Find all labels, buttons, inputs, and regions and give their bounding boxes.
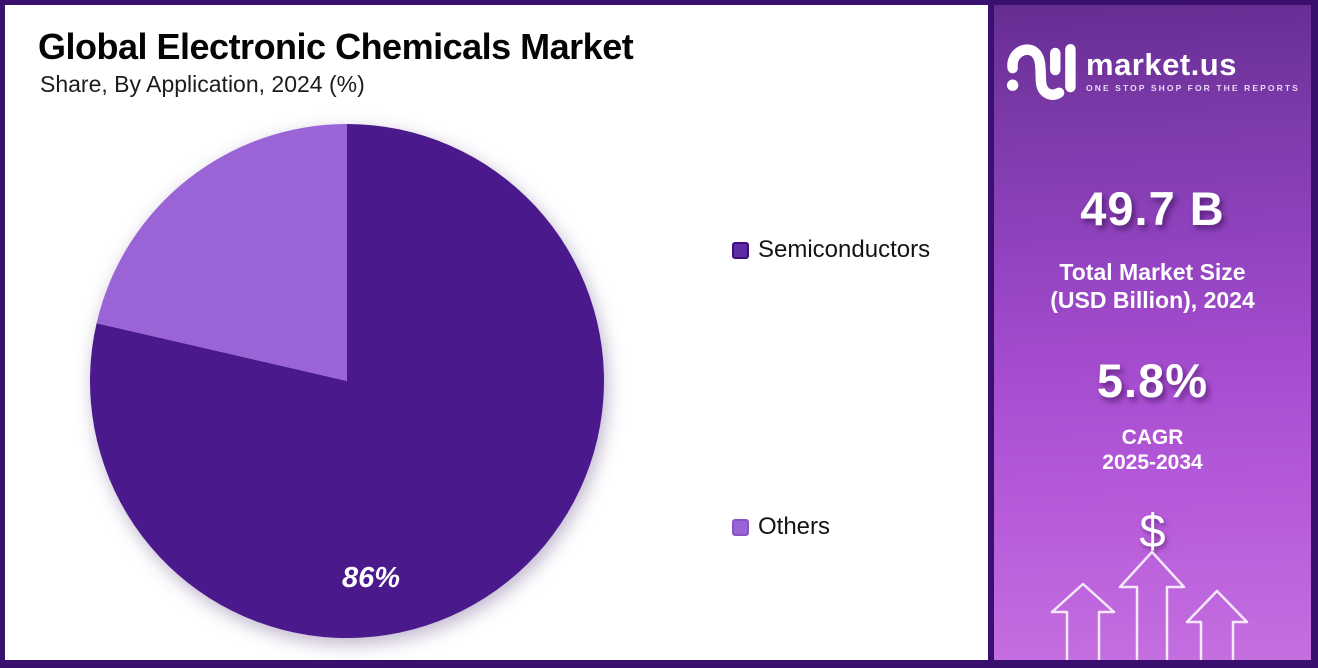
marketus-logo-icon (1006, 44, 1076, 100)
cagr-value: 5.8% (1096, 354, 1209, 407)
market-size-label-line1: Total Market Size (1059, 259, 1246, 285)
stats-sidebar: market.us ONE STOP SHOP FOR THE REPORTS … (994, 5, 1311, 660)
legend-label-semiconductors: Semiconductors (758, 236, 931, 263)
page-title: Global Electronic Chemicals Market (38, 26, 634, 67)
chart-panel: Global Electronic Chemicals Market Share… (5, 5, 988, 660)
cagr-label: CAGR 2025-2034 (994, 425, 1311, 475)
market-size-value: 49.7 B (1080, 182, 1225, 235)
panel-divider (988, 5, 994, 660)
legend-item-semiconductors: Semiconductors (732, 236, 930, 264)
pie-chart (89, 124, 605, 638)
cagr-label-line2: 2025-2034 (1102, 451, 1203, 474)
arrow-left-icon (1050, 582, 1116, 660)
marketus-logo: market.us ONE STOP SHOP FOR THE REPORTS (1006, 38, 1300, 104)
brand-name: market.us (1086, 47, 1237, 82)
brand-tagline: ONE STOP SHOP FOR THE REPORTS (1086, 83, 1300, 93)
growth-arrows-icon (1050, 550, 1249, 660)
pie-slice-others (96, 124, 348, 381)
arrow-right-icon (1185, 589, 1249, 660)
market-size-label-line2: (USD Billion), 2024 (1050, 287, 1255, 313)
brand-text-block: market.us ONE STOP SHOP FOR THE REPORTS (1086, 47, 1300, 94)
pie-slice-label: 86% (341, 562, 401, 594)
cagr-label-line1: CAGR (1121, 426, 1184, 449)
legend-label-others: Others (758, 513, 831, 540)
page-subtitle: Share, By Application, 2024 (%) (40, 71, 365, 97)
legend-swatch-semiconductors (732, 241, 749, 259)
arrow-middle-icon (1118, 550, 1186, 660)
market-size-label: Total Market Size (USD Billion), 2024 (994, 258, 1311, 314)
dollar-icon: $ (1139, 504, 1166, 557)
legend-swatch-others (732, 518, 749, 536)
legend-item-others: Others (732, 513, 830, 541)
pie-slice-semiconductors (89, 124, 605, 638)
